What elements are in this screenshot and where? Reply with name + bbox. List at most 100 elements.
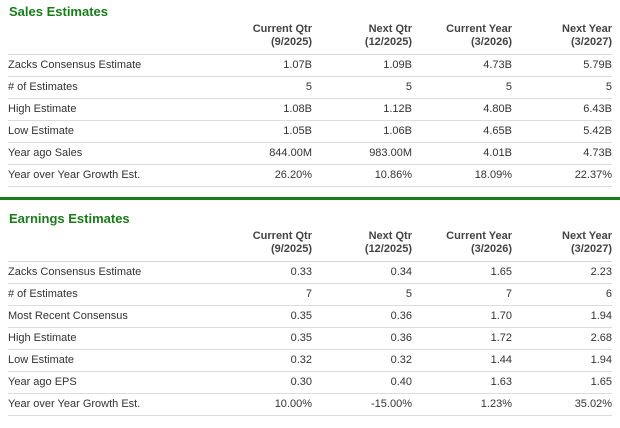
table-row: Year ago Sales 844.00M 983.00M 4.01B 4.7… <box>8 142 612 165</box>
column-period: (3/2026) <box>471 36 512 48</box>
column-label: Current Qtr <box>252 230 312 242</box>
row-label: Most Recent Consensus <box>8 305 212 328</box>
cell-value: 7 <box>212 283 312 306</box>
sales-estimates-table: Current Qtr (9/2025) Next Qtr (12/2025) … <box>8 21 612 187</box>
cell-value: 5 <box>312 76 412 99</box>
cell-value: 7 <box>412 283 512 306</box>
column-label: Next Year <box>562 23 612 35</box>
table-header-row: Current Qtr (9/2025) Next Qtr (12/2025) … <box>8 228 612 262</box>
column-period: (3/2026) <box>471 243 512 255</box>
cell-value: 4.73B <box>512 142 612 165</box>
cell-value: 2.68 <box>512 327 612 350</box>
column-header-next-year: Next Year (3/2027) <box>512 228 612 262</box>
cell-value: 5 <box>512 76 612 99</box>
cell-value: 5 <box>412 76 512 99</box>
column-label: Current Year <box>446 23 512 35</box>
table-header-row: Current Qtr (9/2025) Next Qtr (12/2025) … <box>8 21 612 55</box>
cell-value: 5 <box>312 283 412 306</box>
cell-value: 10.86% <box>312 164 412 187</box>
column-header-current-qtr: Current Qtr (9/2025) <box>212 228 312 262</box>
cell-value: 1.70 <box>412 305 512 328</box>
column-header-next-qtr: Next Qtr (12/2025) <box>312 228 412 262</box>
row-label: High Estimate <box>8 327 212 350</box>
row-label: High Estimate <box>8 98 212 121</box>
column-label: Next Qtr <box>368 230 412 242</box>
column-header-current-year: Current Year (3/2026) <box>412 21 512 55</box>
row-label: Zacks Consensus Estimate <box>8 54 212 77</box>
cell-value: 1.63 <box>412 371 512 394</box>
cell-value: 4.65B <box>412 120 512 143</box>
table-row: Year over Year Growth Est. 10.00% -15.00… <box>8 393 612 416</box>
cell-value: 5 <box>212 76 312 99</box>
cell-value: 6 <box>512 283 612 306</box>
cell-value: -15.00% <box>312 393 412 416</box>
table-row: Most Recent Consensus 0.35 0.36 1.70 1.9… <box>8 305 612 328</box>
cell-value: 4.73B <box>412 54 512 77</box>
cell-value: 1.05B <box>212 120 312 143</box>
row-label: Year over Year Growth Est. <box>8 164 212 187</box>
column-period: (9/2025) <box>271 243 312 255</box>
cell-value: 0.36 <box>312 305 412 328</box>
cell-value: 0.30 <box>212 371 312 394</box>
column-period: (9/2025) <box>271 36 312 48</box>
column-period: (12/2025) <box>364 36 412 48</box>
cell-value: 0.32 <box>212 349 312 372</box>
cell-value: 1.06B <box>312 120 412 143</box>
cell-value: 6.43B <box>512 98 612 121</box>
column-header-current-year: Current Year (3/2026) <box>412 228 512 262</box>
table-row: Low Estimate 0.32 0.32 1.44 1.94 <box>8 349 612 372</box>
cell-value: 4.80B <box>412 98 512 121</box>
cell-value: 35.02% <box>512 393 612 416</box>
cell-value: 0.33 <box>212 261 312 284</box>
row-label: # of Estimates <box>8 283 212 306</box>
cell-value: 1.44 <box>412 349 512 372</box>
column-period: (3/2027) <box>571 36 612 48</box>
cell-value: 1.07B <box>212 54 312 77</box>
empty-header-cell <box>8 21 212 55</box>
cell-value: 4.01B <box>412 142 512 165</box>
cell-value: 1.94 <box>512 349 612 372</box>
cell-value: 18.09% <box>412 164 512 187</box>
row-label: Year ago Sales <box>8 142 212 165</box>
table-row: Low Estimate 1.05B 1.06B 4.65B 5.42B <box>8 120 612 143</box>
cell-value: 983.00M <box>312 142 412 165</box>
column-period: (3/2027) <box>571 243 612 255</box>
row-label: # of Estimates <box>8 76 212 99</box>
table-row: Year over Year Growth Est. 26.20% 10.86%… <box>8 164 612 187</box>
cell-value: 1.72 <box>412 327 512 350</box>
column-label: Current Qtr <box>252 23 312 35</box>
estimates-page: Sales Estimates Current Qtr (9/2025) Nex… <box>0 4 620 416</box>
cell-value: 0.40 <box>312 371 412 394</box>
row-label: Zacks Consensus Estimate <box>8 261 212 284</box>
table-row: Year ago EPS 0.30 0.40 1.63 1.65 <box>8 371 612 394</box>
cell-value: 22.37% <box>512 164 612 187</box>
column-period: (12/2025) <box>364 243 412 255</box>
table-row: Zacks Consensus Estimate 0.33 0.34 1.65 … <box>8 261 612 284</box>
table-row: # of Estimates 7 5 7 6 <box>8 283 612 306</box>
table-row: Zacks Consensus Estimate 1.07B 1.09B 4.7… <box>8 54 612 77</box>
row-label: Year ago EPS <box>8 371 212 394</box>
row-label: Year over Year Growth Est. <box>8 393 212 416</box>
column-label: Current Year <box>446 230 512 242</box>
table-row: # of Estimates 5 5 5 5 <box>8 76 612 99</box>
column-label: Next Qtr <box>368 23 412 35</box>
row-label: Low Estimate <box>8 120 212 143</box>
cell-value: 0.36 <box>312 327 412 350</box>
cell-value: 2.23 <box>512 261 612 284</box>
empty-header-cell <box>8 228 212 262</box>
section-title-earnings: Earnings Estimates <box>9 211 130 226</box>
sales-estimates-section: Sales Estimates Current Qtr (9/2025) Nex… <box>0 4 620 187</box>
column-label: Next Year <box>562 230 612 242</box>
cell-value: 0.34 <box>312 261 412 284</box>
cell-value: 1.12B <box>312 98 412 121</box>
cell-value: 1.23% <box>412 393 512 416</box>
table-row: High Estimate 1.08B 1.12B 4.80B 6.43B <box>8 98 612 121</box>
cell-value: 26.20% <box>212 164 312 187</box>
section-title-sales: Sales Estimates <box>9 4 109 19</box>
column-header-next-year: Next Year (3/2027) <box>512 21 612 55</box>
row-label: Low Estimate <box>8 349 212 372</box>
earnings-estimates-table: Current Qtr (9/2025) Next Qtr (12/2025) … <box>8 228 612 416</box>
cell-value: 844.00M <box>212 142 312 165</box>
cell-value: 0.32 <box>312 349 412 372</box>
cell-value: 1.09B <box>312 54 412 77</box>
